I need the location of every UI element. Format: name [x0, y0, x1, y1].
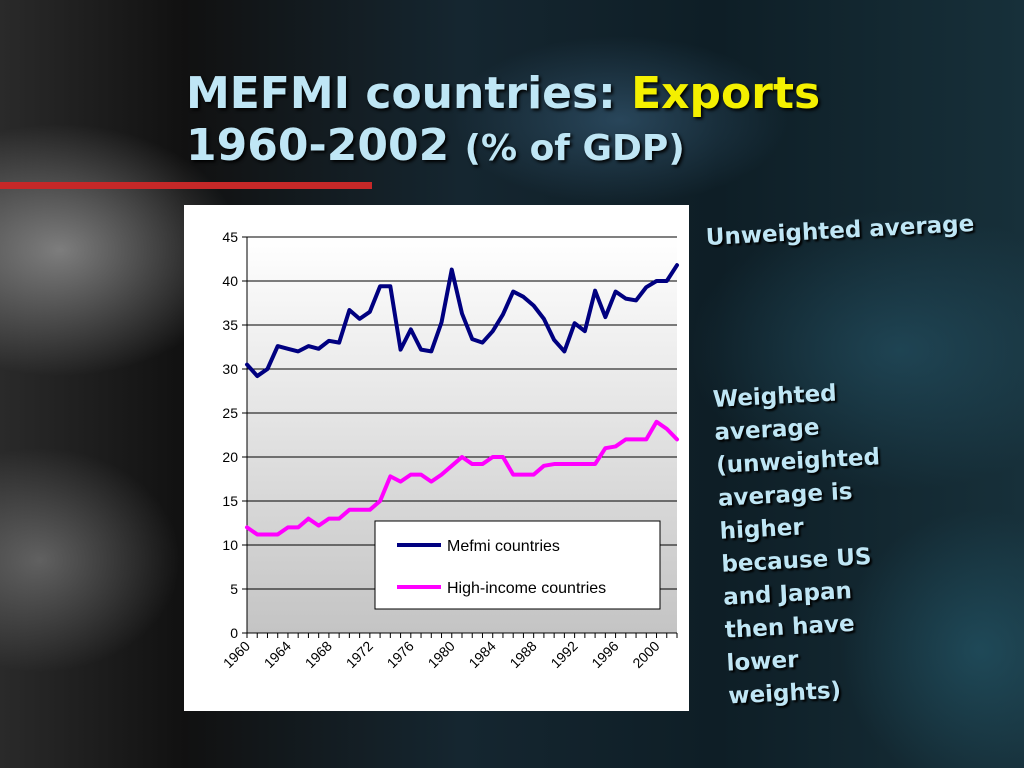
- series-line-1: [245, 263, 679, 379]
- series-line-2: [245, 419, 679, 537]
- x-tick-label: 1960: [220, 638, 253, 671]
- x-tick-label: 1968: [302, 638, 335, 671]
- title-highlight: Exports: [631, 68, 821, 119]
- x-tick-label: 1988: [506, 638, 539, 671]
- y-tick-label: 45: [222, 229, 238, 245]
- x-tick-label: 1964: [261, 638, 294, 671]
- x-tick-label: 1972: [343, 638, 376, 671]
- x-tick-label: 1996: [588, 638, 621, 671]
- y-tick-label: 25: [222, 405, 238, 421]
- legend-label-1: Mefmi countries: [447, 538, 560, 555]
- y-tick-label: 15: [222, 493, 238, 509]
- y-tick-label: 10: [222, 537, 238, 553]
- y-tick-label: 0: [230, 625, 238, 641]
- y-tick-label: 5: [230, 581, 238, 597]
- unweighted-average-note: Unweighted average: [705, 210, 975, 251]
- weighted-average-note: Weighted average (unweighted average is …: [712, 380, 881, 710]
- chart-panel: 0 5 10 15 20 25 30 35 40 45 1960 1964 1968 1972 1976 19…: [184, 205, 689, 711]
- legend-box: [374, 520, 661, 610]
- y-tick-label: 40: [222, 273, 238, 289]
- x-tick-label: 1976: [384, 638, 417, 671]
- legend-label-2: High-income countries: [447, 580, 606, 597]
- x-tick-label: 2000: [629, 638, 662, 671]
- y-tick-label: 20: [222, 449, 238, 465]
- y-tick-label: 35: [222, 317, 238, 333]
- title-units: (% of GDP): [464, 128, 685, 169]
- title-text: MEFMI countries:: [186, 68, 632, 119]
- x-tick-label: 1984: [465, 638, 498, 671]
- y-tick-label: 30: [222, 361, 238, 377]
- title-years: 1960-2002: [186, 120, 465, 171]
- x-tick-label: 1980: [425, 638, 458, 671]
- red-accent-stripe: [0, 182, 372, 189]
- slide-title: MEFMI countries: Exports 1960-2002 (% of…: [186, 68, 820, 175]
- x-tick-label: 1992: [547, 638, 580, 671]
